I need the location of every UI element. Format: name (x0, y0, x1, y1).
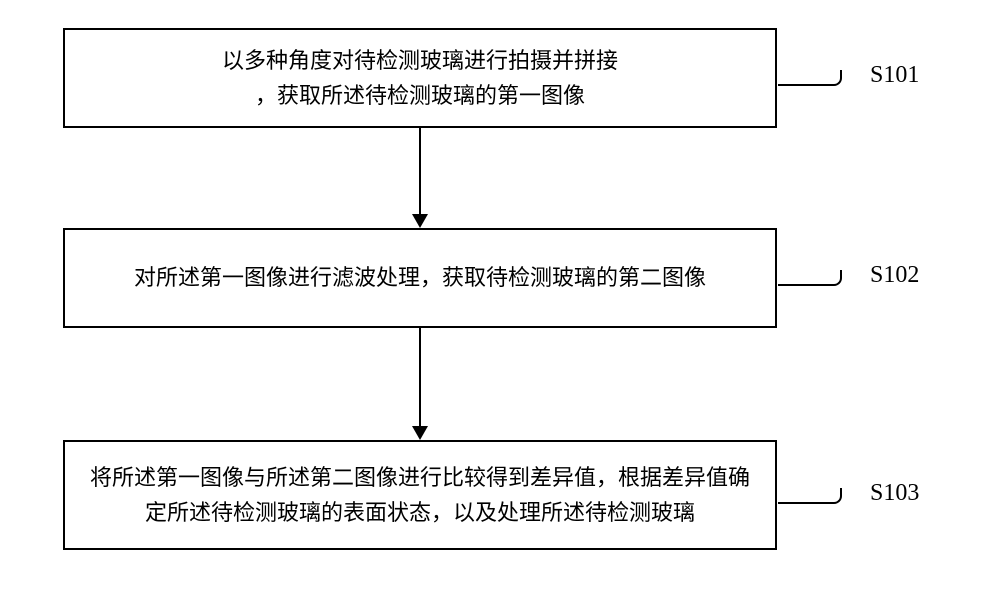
arrow-down-icon (412, 128, 428, 228)
flow-arrows (0, 0, 1000, 599)
flowchart-canvas: 以多种角度对待检测玻璃进行拍摄并拼接 ，获取所述待检测玻璃的第一图像 对所述第一… (0, 0, 1000, 599)
arrow-down-icon (412, 328, 428, 440)
